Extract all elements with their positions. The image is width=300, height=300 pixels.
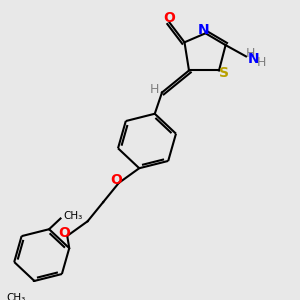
Text: H: H <box>246 47 255 60</box>
Text: N: N <box>248 52 259 66</box>
Text: O: O <box>58 226 70 239</box>
Text: O: O <box>164 11 175 25</box>
Text: CH₃: CH₃ <box>63 211 82 221</box>
Text: S: S <box>218 66 229 80</box>
Text: O: O <box>110 172 122 187</box>
Text: H: H <box>150 83 159 96</box>
Text: H: H <box>256 56 266 68</box>
Text: CH₃: CH₃ <box>6 293 26 300</box>
Text: N: N <box>197 23 209 37</box>
